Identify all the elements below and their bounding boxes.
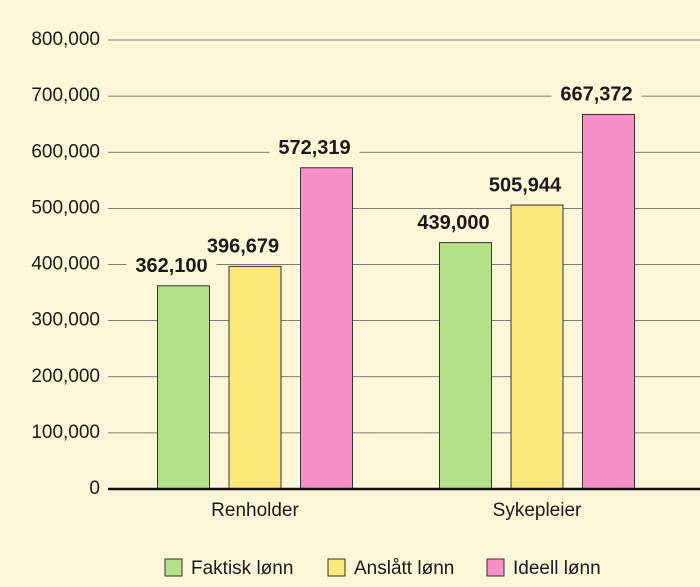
y-tick-label: 0 [89, 478, 100, 499]
legend-label: Faktisk lønn [191, 558, 293, 579]
y-tick-label: 200,000 [31, 366, 100, 387]
bar [439, 242, 492, 490]
y-tick-label: 700,000 [31, 85, 100, 106]
y-tick-label: 100,000 [31, 422, 100, 443]
x-tick-label: Renholder [211, 500, 299, 521]
y-tick-label: 300,000 [31, 310, 100, 331]
x-tick-label: Sykepleier [493, 500, 582, 521]
bar [582, 113, 635, 490]
value-label-bg [551, 83, 642, 108]
legend-swatch [486, 558, 505, 577]
value-label-bg [408, 211, 499, 236]
legend-swatch [327, 558, 346, 577]
value-label: 439,000 [417, 212, 489, 234]
value-label: 667,372 [560, 84, 632, 106]
bar [300, 167, 353, 490]
value-label-bg [269, 136, 360, 161]
value-label-bg [480, 174, 570, 199]
value-label-bg [198, 235, 288, 260]
bar [157, 285, 210, 490]
bar [228, 265, 282, 490]
bar [510, 204, 564, 490]
value-label-bg [126, 254, 217, 279]
y-tick-label: 400,000 [31, 254, 100, 275]
value-label: 505,944 [489, 174, 562, 196]
legend-label: Ideell lønn [513, 558, 601, 579]
value-label: 572,319 [278, 137, 350, 159]
legend-label: Anslått lønn [354, 558, 454, 579]
y-tick-label: 500,000 [31, 197, 100, 218]
legend-swatch [164, 558, 183, 577]
value-label: 362,100 [135, 255, 207, 277]
y-tick-label: 600,000 [31, 141, 100, 162]
y-tick-label: 800,000 [31, 29, 100, 50]
value-label: 396,679 [207, 236, 279, 258]
